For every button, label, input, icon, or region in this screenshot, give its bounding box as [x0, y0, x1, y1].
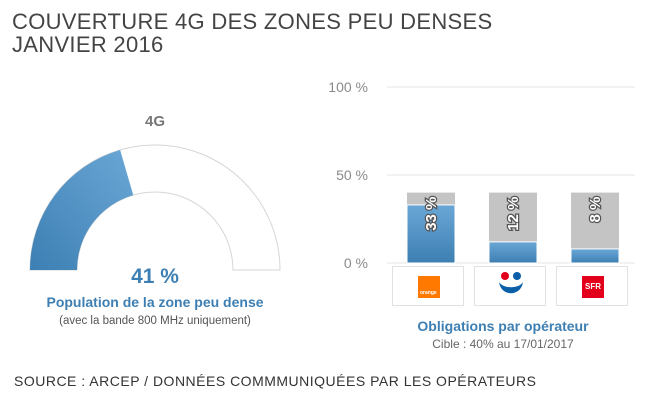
bouygues-logo-box [474, 266, 546, 306]
gauge-value-arc [30, 149, 134, 270]
gauge-title: 4G [145, 113, 165, 130]
orange-logo-box: orange [392, 266, 464, 306]
y-tick-label: 100 % [328, 79, 368, 95]
orange-logo-icon: orange [418, 276, 440, 298]
bar-data-label: 8 % [587, 197, 604, 223]
gauge-sublabel: (avec la bande 800 MHz uniquement) [59, 315, 251, 327]
bar-chart-note: Cible : 40% au 17/01/2017 [432, 337, 574, 351]
sfr-logo-box: SFR [556, 266, 628, 306]
sfr-logo-icon: SFR [582, 276, 604, 298]
y-tick-label: 0 % [344, 255, 368, 271]
y-tick-label: 50 % [336, 167, 368, 183]
title-line-1: COUVERTURE 4G DES ZONES PEU DENSES [12, 9, 493, 34]
bar-chart-x-label: Obligations par opérateur [417, 318, 589, 334]
actual-bar [570, 248, 620, 264]
actual-bar [406, 204, 456, 264]
gauge-label: Population de la zone peu dense [46, 294, 263, 310]
bouygues-logo-icon [499, 272, 523, 294]
gauge-chart: 4G 41 % Population de la zone peu dense … [29, 113, 281, 327]
chart-title: COUVERTURE 4G DES ZONES PEU DENSES JANVI… [12, 10, 492, 56]
bar-chart: 0 % 50 % 100 % 33 % 12 % 8 % Obligations par… [328, 79, 635, 351]
actual-bar [488, 241, 538, 264]
bar-chart-bars: 33 % 12 % 8 % [406, 192, 620, 264]
source-note: SOURCE : ARCEP / DONNÉES COMMMUNIQUÉES P… [14, 373, 537, 389]
bar-data-label: 33 % [423, 197, 440, 231]
title-line-2: JANVIER 2016 [12, 32, 164, 57]
gauge-value-label: 41 % [131, 265, 179, 288]
orange-logo-text: orange [420, 290, 437, 296]
bar-data-label: 12 % [505, 197, 522, 231]
bar-chart-y-axis: 0 % 50 % 100 % [328, 79, 368, 271]
